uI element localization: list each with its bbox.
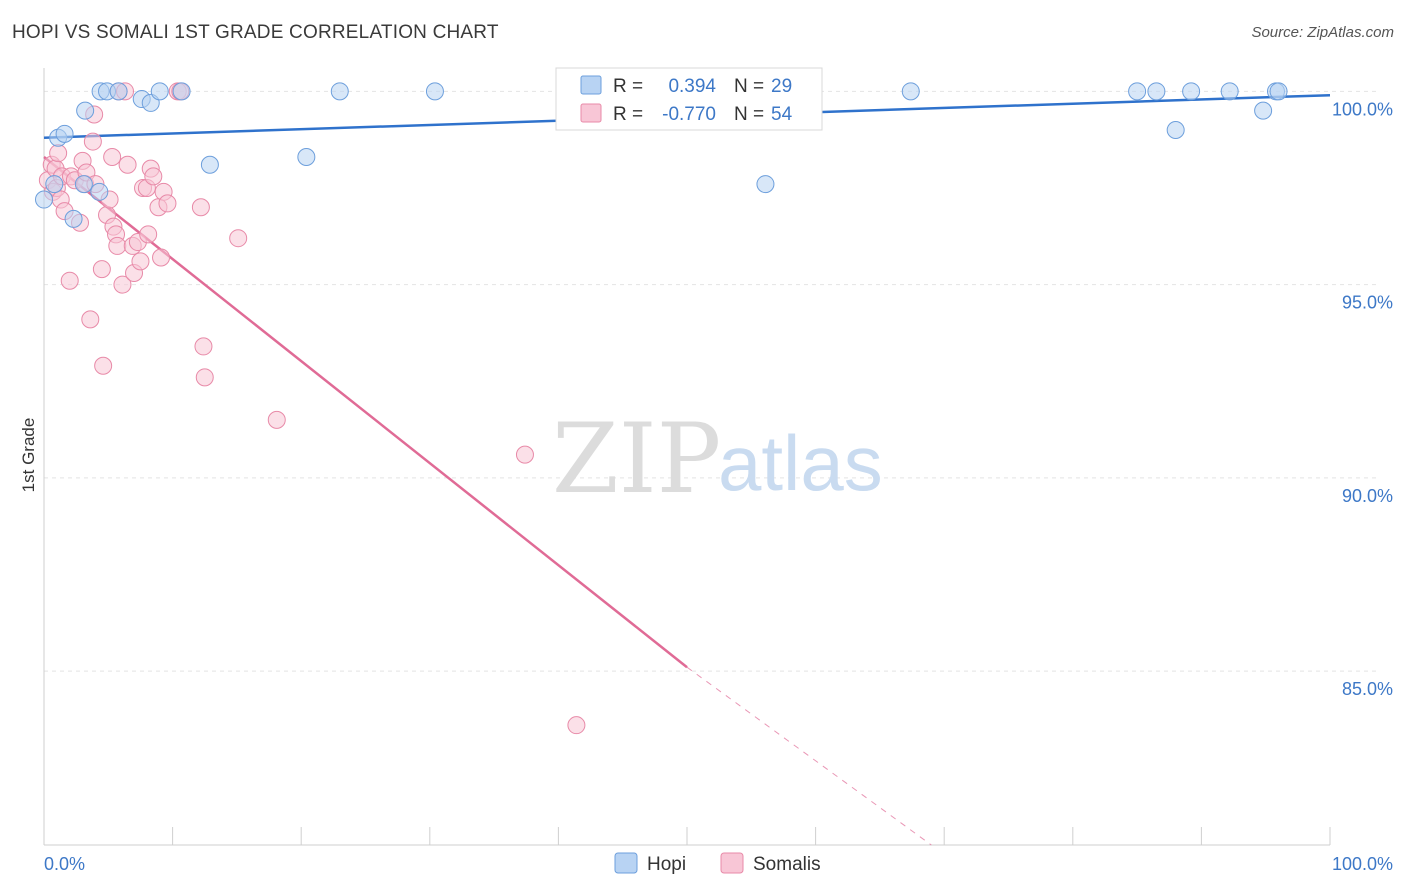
chart-source: Source: ZipAtlas.com: [1251, 24, 1394, 41]
somali-point: [152, 248, 171, 267]
hopi-point: [425, 82, 444, 101]
hopi-point: [1147, 82, 1166, 101]
x-tick-label: 0.0%: [44, 854, 85, 874]
hopi-point: [756, 175, 775, 194]
y-tick-label: 85.0%: [1342, 679, 1393, 699]
somali-point: [108, 236, 127, 255]
hopi-n-value: 29: [771, 76, 792, 97]
hopi-point: [1166, 120, 1185, 139]
hopi-point: [172, 82, 191, 101]
data-points: [35, 82, 1288, 735]
somali-n-value: 54: [771, 104, 793, 125]
hopi-point: [1182, 82, 1201, 101]
hopi-point: [76, 101, 95, 120]
somali-r-value: -0.770: [662, 104, 716, 125]
x-tick-label: 100.0%: [1332, 854, 1393, 874]
somali-point: [103, 148, 122, 167]
hopi-point: [1128, 82, 1147, 101]
somali-point: [158, 194, 177, 213]
somali-point: [515, 445, 534, 464]
somali-point: [144, 167, 163, 186]
series-legend: Hopi Somalis: [614, 852, 821, 875]
somali-point: [567, 716, 586, 735]
hopi-point: [90, 182, 109, 201]
stats-legend: R = 0.394 N = 29 R = -0.770 N = 54: [555, 67, 823, 131]
hopi-point: [1269, 82, 1288, 101]
somali-point: [83, 132, 102, 151]
hopi-point: [55, 124, 74, 143]
somali-point: [92, 260, 111, 279]
y-tick-label: 95.0%: [1342, 293, 1393, 313]
somali-r-label: R =: [613, 104, 643, 125]
hopi-r-label: R =: [613, 76, 643, 97]
somali-point: [49, 144, 68, 163]
somali-point: [229, 229, 248, 248]
somali-point: [60, 271, 79, 290]
somali-point: [81, 310, 100, 329]
hopi-point: [64, 209, 83, 228]
hopi-point: [330, 82, 349, 101]
somali-point: [94, 356, 113, 375]
somali-point: [131, 252, 150, 271]
somali-point: [118, 155, 137, 174]
chart-title: HOPI VS SOMALI 1ST GRADE CORRELATION CHA…: [12, 22, 499, 43]
somali-trend-extension: [686, 666, 932, 846]
grid-lines: [44, 90, 1380, 672]
somali-point: [195, 368, 214, 387]
hopi-point: [109, 82, 128, 101]
somali-stats-swatch: [580, 103, 602, 123]
hopi-point: [35, 190, 53, 209]
watermark-zip-text: ZIP: [552, 403, 721, 515]
somali-point: [194, 337, 213, 356]
watermark-atlas-text: atlas: [718, 419, 883, 507]
somali-point: [191, 198, 210, 217]
hopi-legend-swatch: [614, 852, 638, 874]
hopi-point: [45, 175, 64, 194]
somali-legend-swatch: [720, 852, 744, 874]
somali-n-label: N =: [734, 104, 764, 125]
somali-point: [267, 410, 286, 429]
hopi-point: [1220, 82, 1239, 101]
hopi-stats-swatch: [580, 75, 602, 95]
y-tick-label: 100.0%: [1332, 99, 1393, 119]
y-axis-title: 1st Grade: [19, 418, 38, 493]
y-tick-label: 90.0%: [1342, 486, 1393, 506]
hopi-n-label: N =: [734, 76, 764, 97]
somali-point: [139, 225, 158, 244]
hopi-point: [74, 175, 93, 194]
hopi-point: [1254, 101, 1273, 120]
hopi-r-value: 0.394: [668, 76, 716, 97]
somali-point: [113, 275, 132, 294]
watermark: ZIP atlas: [552, 403, 883, 515]
hopi-point: [200, 155, 219, 174]
hopi-point: [150, 82, 169, 101]
hopi-point: [297, 148, 316, 167]
hopi-point: [901, 82, 920, 101]
somali-legend-label: Somalis: [753, 854, 821, 875]
hopi-legend-label: Hopi: [647, 854, 686, 875]
